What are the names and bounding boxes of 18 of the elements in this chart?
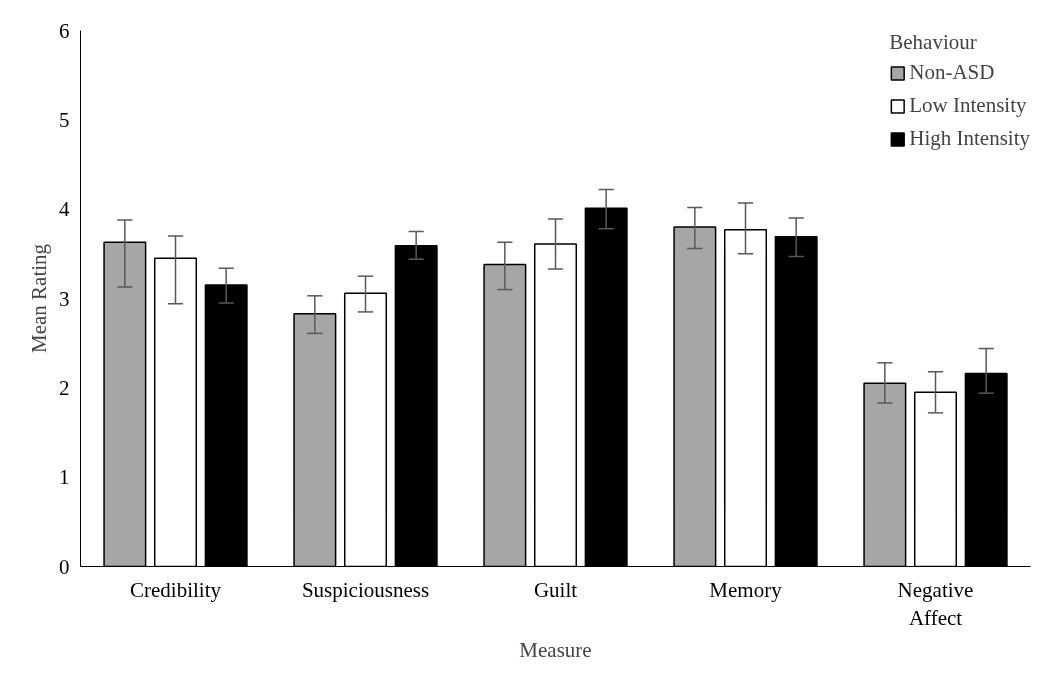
y-tick-label: 4 [59, 197, 70, 222]
y-tick-label: 5 [59, 107, 70, 132]
legend-title: Behaviour [889, 30, 978, 55]
y-tick-label: 0 [59, 554, 70, 579]
x-tick-label: Credibility [130, 577, 222, 602]
x-tick-label: Guilt [533, 577, 578, 602]
y-tick-label: 1 [59, 465, 70, 490]
legend-label: Low Intensity [909, 93, 1027, 118]
y-tick-label: 3 [59, 286, 70, 311]
y-axis-title: Mean Rating [27, 243, 51, 354]
x-tick-label: Memory [709, 577, 783, 602]
legend-label: Non-ASD [909, 60, 995, 85]
y-tick-label: 2 [59, 375, 70, 400]
x-tick-label: Suspiciousness [301, 577, 430, 602]
x-axis-title: Measure [519, 638, 592, 663]
x-tick-label: Negative Affect [897, 577, 974, 631]
y-tick-label: 6 [59, 18, 70, 43]
legend-label: High Intensity [909, 126, 1030, 151]
